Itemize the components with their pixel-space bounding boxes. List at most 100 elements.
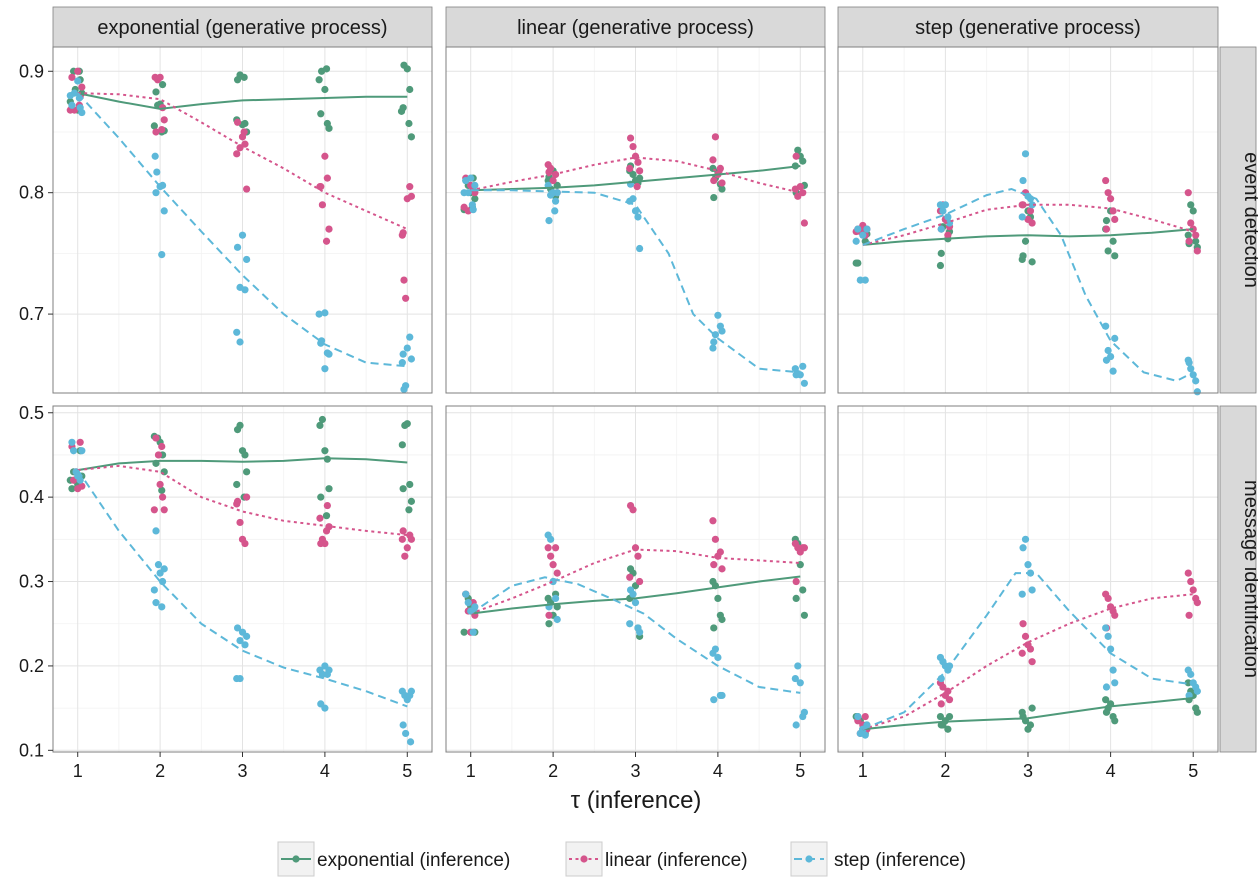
data-point: [406, 183, 414, 191]
legend-item: linear (inference): [565, 841, 748, 877]
data-point: [153, 168, 161, 176]
data-point: [792, 371, 800, 379]
data-point: [937, 249, 945, 257]
data-point: [718, 185, 726, 193]
data-point: [1189, 225, 1197, 233]
y-tick-label: 0.2: [19, 656, 44, 676]
data-point: [800, 219, 809, 227]
panel-border: [445, 46, 826, 394]
data-point: [233, 624, 242, 632]
row-strip-label: message identification: [1240, 480, 1258, 678]
y-tick-label: 0.8: [19, 183, 44, 203]
data-point: [939, 683, 947, 691]
data-point: [1028, 704, 1036, 712]
data-point: [400, 276, 408, 284]
data-point: [1104, 594, 1112, 603]
data-point: [243, 468, 251, 476]
data-point: [469, 628, 477, 636]
data-point: [398, 441, 406, 449]
data-point: [1185, 237, 1193, 245]
column-strip-label: step (generative process): [915, 17, 1141, 39]
data-point: [710, 561, 718, 569]
data-point: [800, 708, 809, 716]
data-point: [937, 700, 945, 708]
series-line: [470, 165, 801, 192]
data-point: [547, 552, 555, 560]
data-point: [317, 183, 325, 191]
data-point: [551, 207, 559, 215]
data-point: [714, 311, 722, 319]
data-point: [1111, 252, 1119, 260]
data-point: [316, 514, 324, 522]
data-point: [636, 167, 644, 175]
data-point: [714, 653, 722, 662]
data-point: [1111, 215, 1119, 223]
data-point: [471, 195, 479, 203]
data-point: [150, 122, 158, 130]
data-point: [792, 577, 800, 586]
data-point: [158, 577, 167, 586]
data-point: [1026, 645, 1035, 653]
data-point: [403, 65, 411, 73]
data-point: [406, 333, 414, 341]
data-point: [544, 544, 552, 552]
data-point: [317, 493, 325, 501]
data-point: [460, 189, 468, 197]
data-point: [626, 620, 634, 628]
data-point: [545, 611, 553, 619]
series-line: [470, 575, 801, 615]
data-point: [626, 164, 634, 173]
data-point: [634, 158, 642, 166]
data-point: [460, 628, 468, 636]
x-tick-label: 5: [1188, 761, 1198, 781]
data-point: [156, 480, 164, 489]
data-point: [545, 217, 553, 225]
data-point: [1019, 544, 1027, 552]
data-point: [158, 81, 167, 89]
data-point: [407, 355, 416, 363]
data-point: [1193, 687, 1201, 695]
data-point: [633, 183, 641, 191]
data-point: [861, 712, 869, 721]
data-point: [1187, 577, 1195, 586]
data-point: [1111, 717, 1119, 725]
data-point: [636, 628, 644, 636]
data-point: [399, 229, 407, 237]
data-point: [861, 731, 869, 739]
data-point: [1021, 632, 1030, 640]
data-point: [399, 485, 407, 493]
data-point: [317, 339, 325, 347]
series-line: [470, 548, 801, 615]
data-point: [551, 197, 560, 205]
data-point: [1028, 258, 1036, 266]
row-strip-label: event detection: [1240, 152, 1258, 288]
data-point: [945, 696, 954, 704]
data-point: [152, 434, 160, 442]
data-point: [1028, 201, 1036, 209]
data-point: [158, 181, 167, 189]
data-point: [405, 119, 413, 128]
data-point: [460, 203, 468, 211]
data-point: [318, 201, 327, 209]
data-point: [152, 527, 160, 535]
data-point: [792, 721, 800, 729]
data-point: [321, 704, 329, 712]
data-point: [1018, 708, 1026, 716]
data-point: [236, 421, 244, 430]
data-point: [545, 620, 553, 628]
data-point: [710, 193, 718, 202]
data-point: [406, 480, 414, 489]
data-point: [629, 142, 637, 151]
data-point: [709, 344, 717, 352]
data-point: [1019, 176, 1027, 185]
data-point: [403, 544, 411, 552]
data-point: [405, 506, 413, 514]
data-point: [711, 133, 720, 141]
data-point: [158, 603, 166, 611]
data-point: [1192, 237, 1200, 245]
data-point: [403, 344, 411, 352]
data-point: [629, 506, 637, 514]
legend: exponential (inference) linear (inference…: [277, 841, 966, 877]
data-point: [74, 67, 82, 75]
